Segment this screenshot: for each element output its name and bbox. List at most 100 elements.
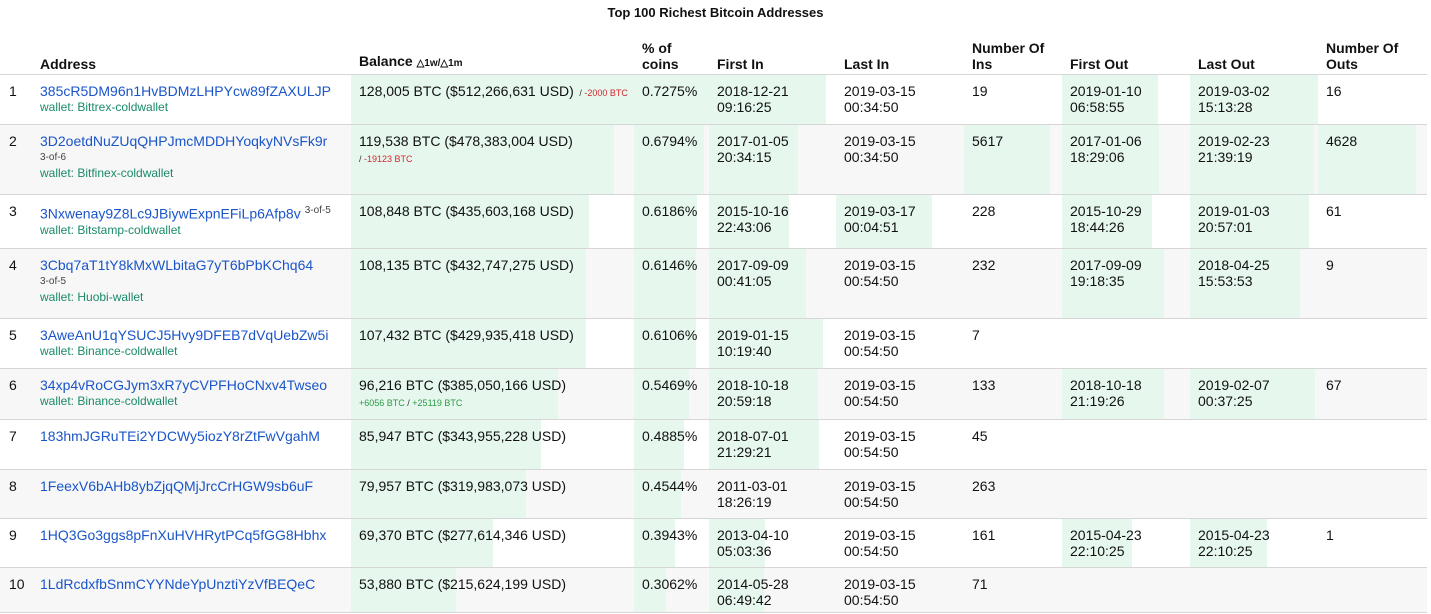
last-out-cell-fill [1190, 249, 1301, 318]
balance-change: +6056 BTC / +25119 BTC [359, 398, 462, 408]
pct-cell-fill [634, 195, 697, 248]
address-link[interactable]: 385cR5DM96n1HvBDMzLHPYcw89fZAXULJP [40, 83, 331, 99]
change-separator: / [404, 398, 413, 408]
time-value: 00:54:50 [844, 543, 899, 559]
rank-cell: 1 [0, 74, 32, 125]
last-in-cell: 2019-03-15 00:54:50 [836, 419, 964, 470]
last-out-cell-fill [1190, 369, 1316, 419]
last-out-cell: 2018-04-25 15:53:53 [1190, 248, 1318, 319]
time-value: 20:59:18 [717, 393, 772, 409]
address-link[interactable]: 1LdRcdxfbSnmCYYNdeYpUnztiYzVfBEQeC [40, 576, 316, 592]
wallet-label: wallet: Bitstamp-coldwallet [40, 222, 181, 237]
num-ins-cell: 228 [964, 194, 1062, 249]
first-out-cell-fill [1062, 249, 1165, 318]
change-separator: / [359, 154, 365, 164]
pct-cell: 0.6106% [634, 318, 709, 369]
header-balance[interactable]: Balance △1w/△1m [351, 32, 634, 75]
balance-cell: 108,135 BTC ($432,747,275 USD) [351, 248, 634, 319]
last-out-cell [1190, 318, 1318, 369]
first-out-cell-fill [1062, 519, 1133, 567]
last-in-cell: 2019-03-15 00:54:50 [836, 248, 964, 319]
date-value: 2018-10-18 [1070, 377, 1142, 393]
date-value: 2019-03-15 [844, 428, 916, 444]
last-out-cell-fill [1190, 125, 1315, 194]
rank-cell: 3 [0, 194, 32, 249]
rank-cell: 7 [0, 419, 32, 470]
first-in-cell: 2013-04-10 05:03:36 [709, 518, 836, 568]
num-outs-value: 4628 [1326, 133, 1358, 149]
first-out-cell-fill [1062, 75, 1158, 124]
address-link[interactable]: 3Cbq7aT1tY8kMxWLbitaG7yT6bPbKChq64 [40, 257, 314, 273]
header-first-in[interactable]: First In [709, 32, 836, 75]
date-value: 2017-09-09 [717, 257, 789, 273]
balance-cell-fill [351, 420, 541, 469]
balance-value: 119,538 BTC ($478,383,004 USD) [359, 133, 573, 149]
balance-value: 53,880 BTC ($215,624,199 USD) [359, 576, 567, 592]
first-in-cell-fill [709, 249, 806, 318]
header-first-out[interactable]: First Out [1062, 32, 1190, 75]
rank-cell: 2 [0, 124, 32, 195]
num-outs-value: 61 [1326, 203, 1342, 219]
address-link[interactable]: 183hmJGRuTEi2YDCWy5iozY8rZtFwVgahM [40, 428, 320, 444]
first-out-cell: 2015-10-29 18:44:26 [1062, 194, 1190, 249]
first-in-cell-fill [709, 369, 819, 419]
pct-value: 0.4885% [642, 428, 698, 444]
address-cell: 3Nxwenay9Z8Lc9JBiywExpnEFiLp6Afp8v 3-of-5… [32, 194, 351, 249]
balance-cell: 119,538 BTC ($478,383,004 USD) / -19123 … [351, 124, 634, 195]
first-out-cell-fill [1062, 195, 1152, 248]
num-ins-value: 71 [972, 576, 988, 592]
num-outs-cell-fill [1318, 125, 1417, 194]
address-link[interactable]: 3D2oetdNuZUqQHPJmcMDDHYoqkyNVsFk9r [40, 133, 328, 149]
page-title: Top 100 Richest Bitcoin Addresses [607, 5, 824, 20]
table-row: 3 3Nxwenay9Z8Lc9JBiywExpnEFiLp6Afp8v 3-of-… [0, 194, 1427, 249]
time-value: 00:54:50 [844, 592, 899, 608]
date-value: 2019-03-15 [844, 257, 916, 273]
header-address[interactable]: Address [32, 32, 351, 75]
first-out-cell: 2015-04-23 22:10:25 [1062, 518, 1190, 568]
address-cell: 1LdRcdxfbSnmCYYNdeYpUnztiYzVfBEQeC [32, 567, 351, 613]
time-value: 22:10:25 [1070, 543, 1125, 559]
header-last-in[interactable]: Last In [836, 32, 964, 75]
first-in-cell: 2017-01-05 20:34:15 [709, 124, 836, 195]
last-out-cell [1190, 567, 1318, 613]
balance-cell-fill [351, 125, 615, 194]
pct-cell: 0.6794% [634, 124, 709, 195]
pct-value: 0.6106% [642, 327, 698, 343]
header-last-out[interactable]: Last Out [1190, 32, 1318, 75]
table-row: 8 1FeexV6bAHb8ybZjqQMjJrcCrHGW9sb6uF 79,95… [0, 469, 1427, 519]
time-value: 10:19:40 [717, 343, 772, 359]
date-value: 2019-02-07 [1198, 377, 1270, 393]
date-value: 2014-05-28 [717, 576, 789, 592]
time-value: 22:10:25 [1198, 543, 1253, 559]
address-link[interactable]: 3AweAnU1qYSUCJ5Hvy9DFEB7dVqUebZw5i [40, 327, 329, 343]
last-in-cell: 2019-03-15 00:34:50 [836, 124, 964, 195]
num-outs-cell [1318, 567, 1427, 613]
pct-value: 0.5469% [642, 377, 698, 393]
balance-value: 96,216 BTC ($385,050,166 USD) [359, 377, 567, 393]
pct-cell-fill [634, 249, 697, 318]
date-value: 2019-03-15 [844, 133, 916, 149]
address-link[interactable]: 3Nxwenay9Z8Lc9JBiywExpnEFiLp6Afp8v [40, 205, 301, 222]
header-number-of-outs[interactable]: Number Of Outs [1318, 32, 1427, 75]
last-out-cell: 2019-02-07 00:37:25 [1190, 368, 1318, 420]
address-link[interactable]: 1FeexV6bAHb8ybZjqQMjJrcCrHGW9sb6uF [40, 478, 314, 494]
pct-cell: 0.6146% [634, 248, 709, 319]
header-rank [0, 32, 32, 75]
time-value: 15:53:53 [1198, 273, 1253, 289]
balance-value: 69,370 BTC ($277,614,346 USD) [359, 527, 567, 543]
address-cell: 3D2oetdNuZUqQHPJmcMDDHYoqkyNVsFk9r 3-of-6… [32, 124, 351, 195]
header-pct-coins[interactable]: % of coins [634, 32, 709, 75]
num-ins-cell: 5617 [964, 124, 1062, 195]
time-value: 05:03:36 [717, 543, 772, 559]
time-value: 06:49:42 [717, 592, 772, 608]
time-value: 00:54:50 [844, 273, 899, 289]
address-link[interactable]: 34xp4vRoCGJym3xR7yCVPFHoCNxv4Twseo [40, 377, 328, 393]
address-link[interactable]: 1HQ3Go3ggs8pFnXuHVHRytPCq5fGG8Hbhx [40, 527, 327, 543]
num-ins-value: 5617 [972, 133, 1004, 149]
first-out-cell: 2017-01-06 18:29:06 [1062, 124, 1190, 195]
header-number-of-ins[interactable]: Number Of Ins [964, 32, 1062, 75]
time-value: 00:41:05 [717, 273, 772, 289]
date-value: 2015-10-16 [717, 203, 789, 219]
table-row: 4 3Cbq7aT1tY8kMxWLbitaG7yT6bPbKChq64 3-of-… [0, 248, 1427, 319]
time-value: 09:16:25 [717, 99, 772, 115]
